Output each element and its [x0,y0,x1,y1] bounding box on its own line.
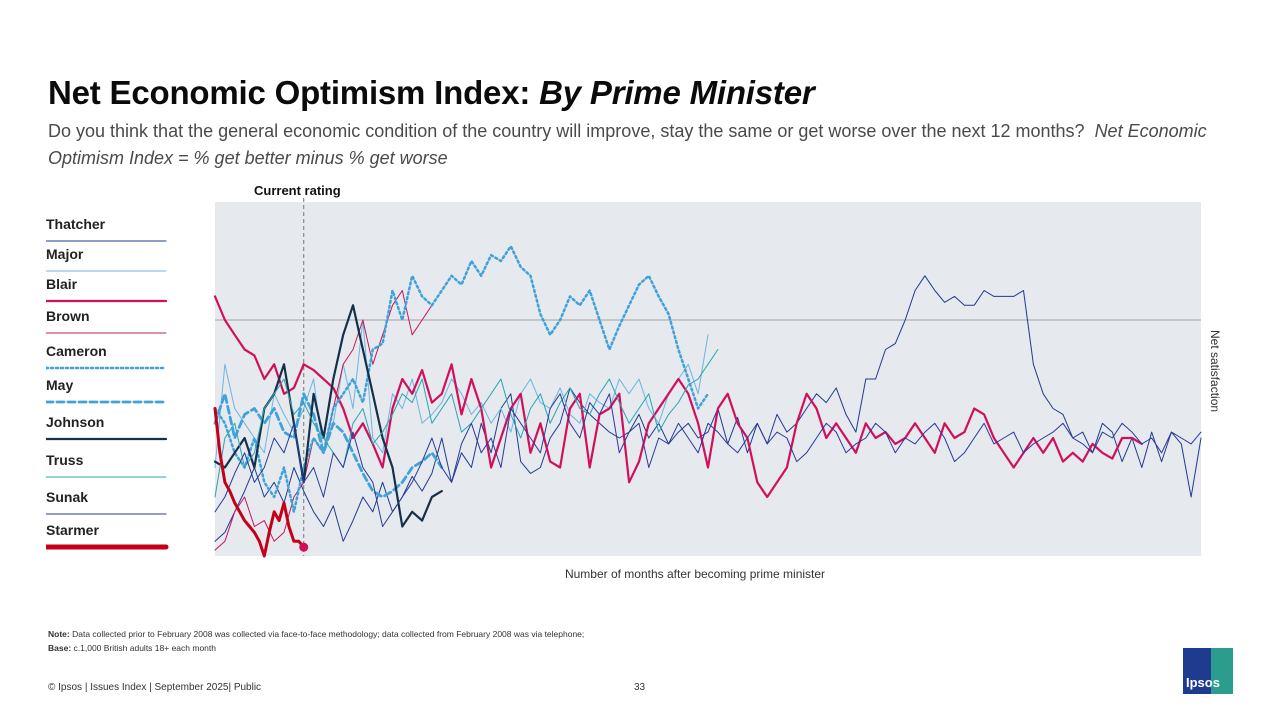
legend-label: May [46,377,74,393]
series-line-cameron [213,245,710,514]
legend-label: Cameron [46,343,107,359]
legend-label: Blair [46,276,78,292]
title-italic: By Prime Minister [539,74,815,111]
series-line-sunak [214,393,1202,527]
page-number: 33 [634,682,646,693]
current-rating-label: Current rating [254,183,341,198]
legend-item-johnson: Johnson [46,414,170,443]
x-axis-label: Number of months after becoming prime mi… [565,567,825,581]
legend-label: Johnson [46,414,105,430]
starmer-current-point [299,542,309,552]
legend-item-sunak: Sunak [46,489,170,518]
legend-swatch [46,299,168,303]
notes: Note: Data collected prior to February 2… [48,627,584,655]
legend-label: Starmer [46,522,99,538]
line-chart: Current rating Number of months after be… [213,183,1222,581]
legend-swatch [46,544,169,550]
legend-label: Sunak [46,489,89,505]
legend-item-cameron: Cameron [46,343,170,372]
y-axis-label: Net satisfaction [1208,330,1222,412]
series-line-thatcher [214,275,1202,542]
page-subtitle: Do you think that the general economic c… [48,118,1208,172]
series-line-may [213,392,444,499]
series-line-johnson [213,304,443,528]
ipsos-logo: Ipsos [1183,648,1233,694]
legend-swatch [46,332,167,334]
legend-item-thatcher: Thatcher [46,216,170,245]
legend-swatch [46,476,167,478]
subtitle-definition: Net Economic Optimism Index = % get bett… [48,121,1207,168]
legend-label: Major [46,246,84,262]
series-line-starmer [213,407,306,558]
title-main: Net Economic Optimism Index: [48,74,531,111]
footer-text: © Ipsos | Issues Index | September 2025|… [48,682,262,693]
series-line-blair [213,295,1143,499]
plot-background [215,202,1201,556]
series-layer [213,245,1202,558]
legend-swatch [46,437,168,441]
legend-item-may: May [46,377,170,406]
base-line: Base: c.1,000 British adults 18+ each mo… [48,643,216,653]
series-line-truss [214,349,719,498]
legend-item-major: Major [46,246,170,275]
legend-label: Truss [46,452,84,468]
legend-label: Thatcher [46,216,106,232]
subtitle-question: Do you think that the general economic c… [48,121,1085,141]
legend-item-blair: Blair [46,276,170,305]
legend-item-starmer: Starmer [46,522,170,551]
note-line: Note: Data collected prior to February 2… [48,629,585,639]
legend-swatch [46,513,167,515]
legend-item-truss: Truss [46,452,170,481]
legend-swatch [46,270,167,272]
page-title: Net Economic Optimism Index: By Prime Mi… [48,74,815,112]
legend-swatch [46,366,168,370]
legend-label: Brown [46,308,90,324]
legend-item-brown: Brown [46,308,170,337]
legend-swatch [46,400,168,404]
legend-swatch [46,240,167,242]
